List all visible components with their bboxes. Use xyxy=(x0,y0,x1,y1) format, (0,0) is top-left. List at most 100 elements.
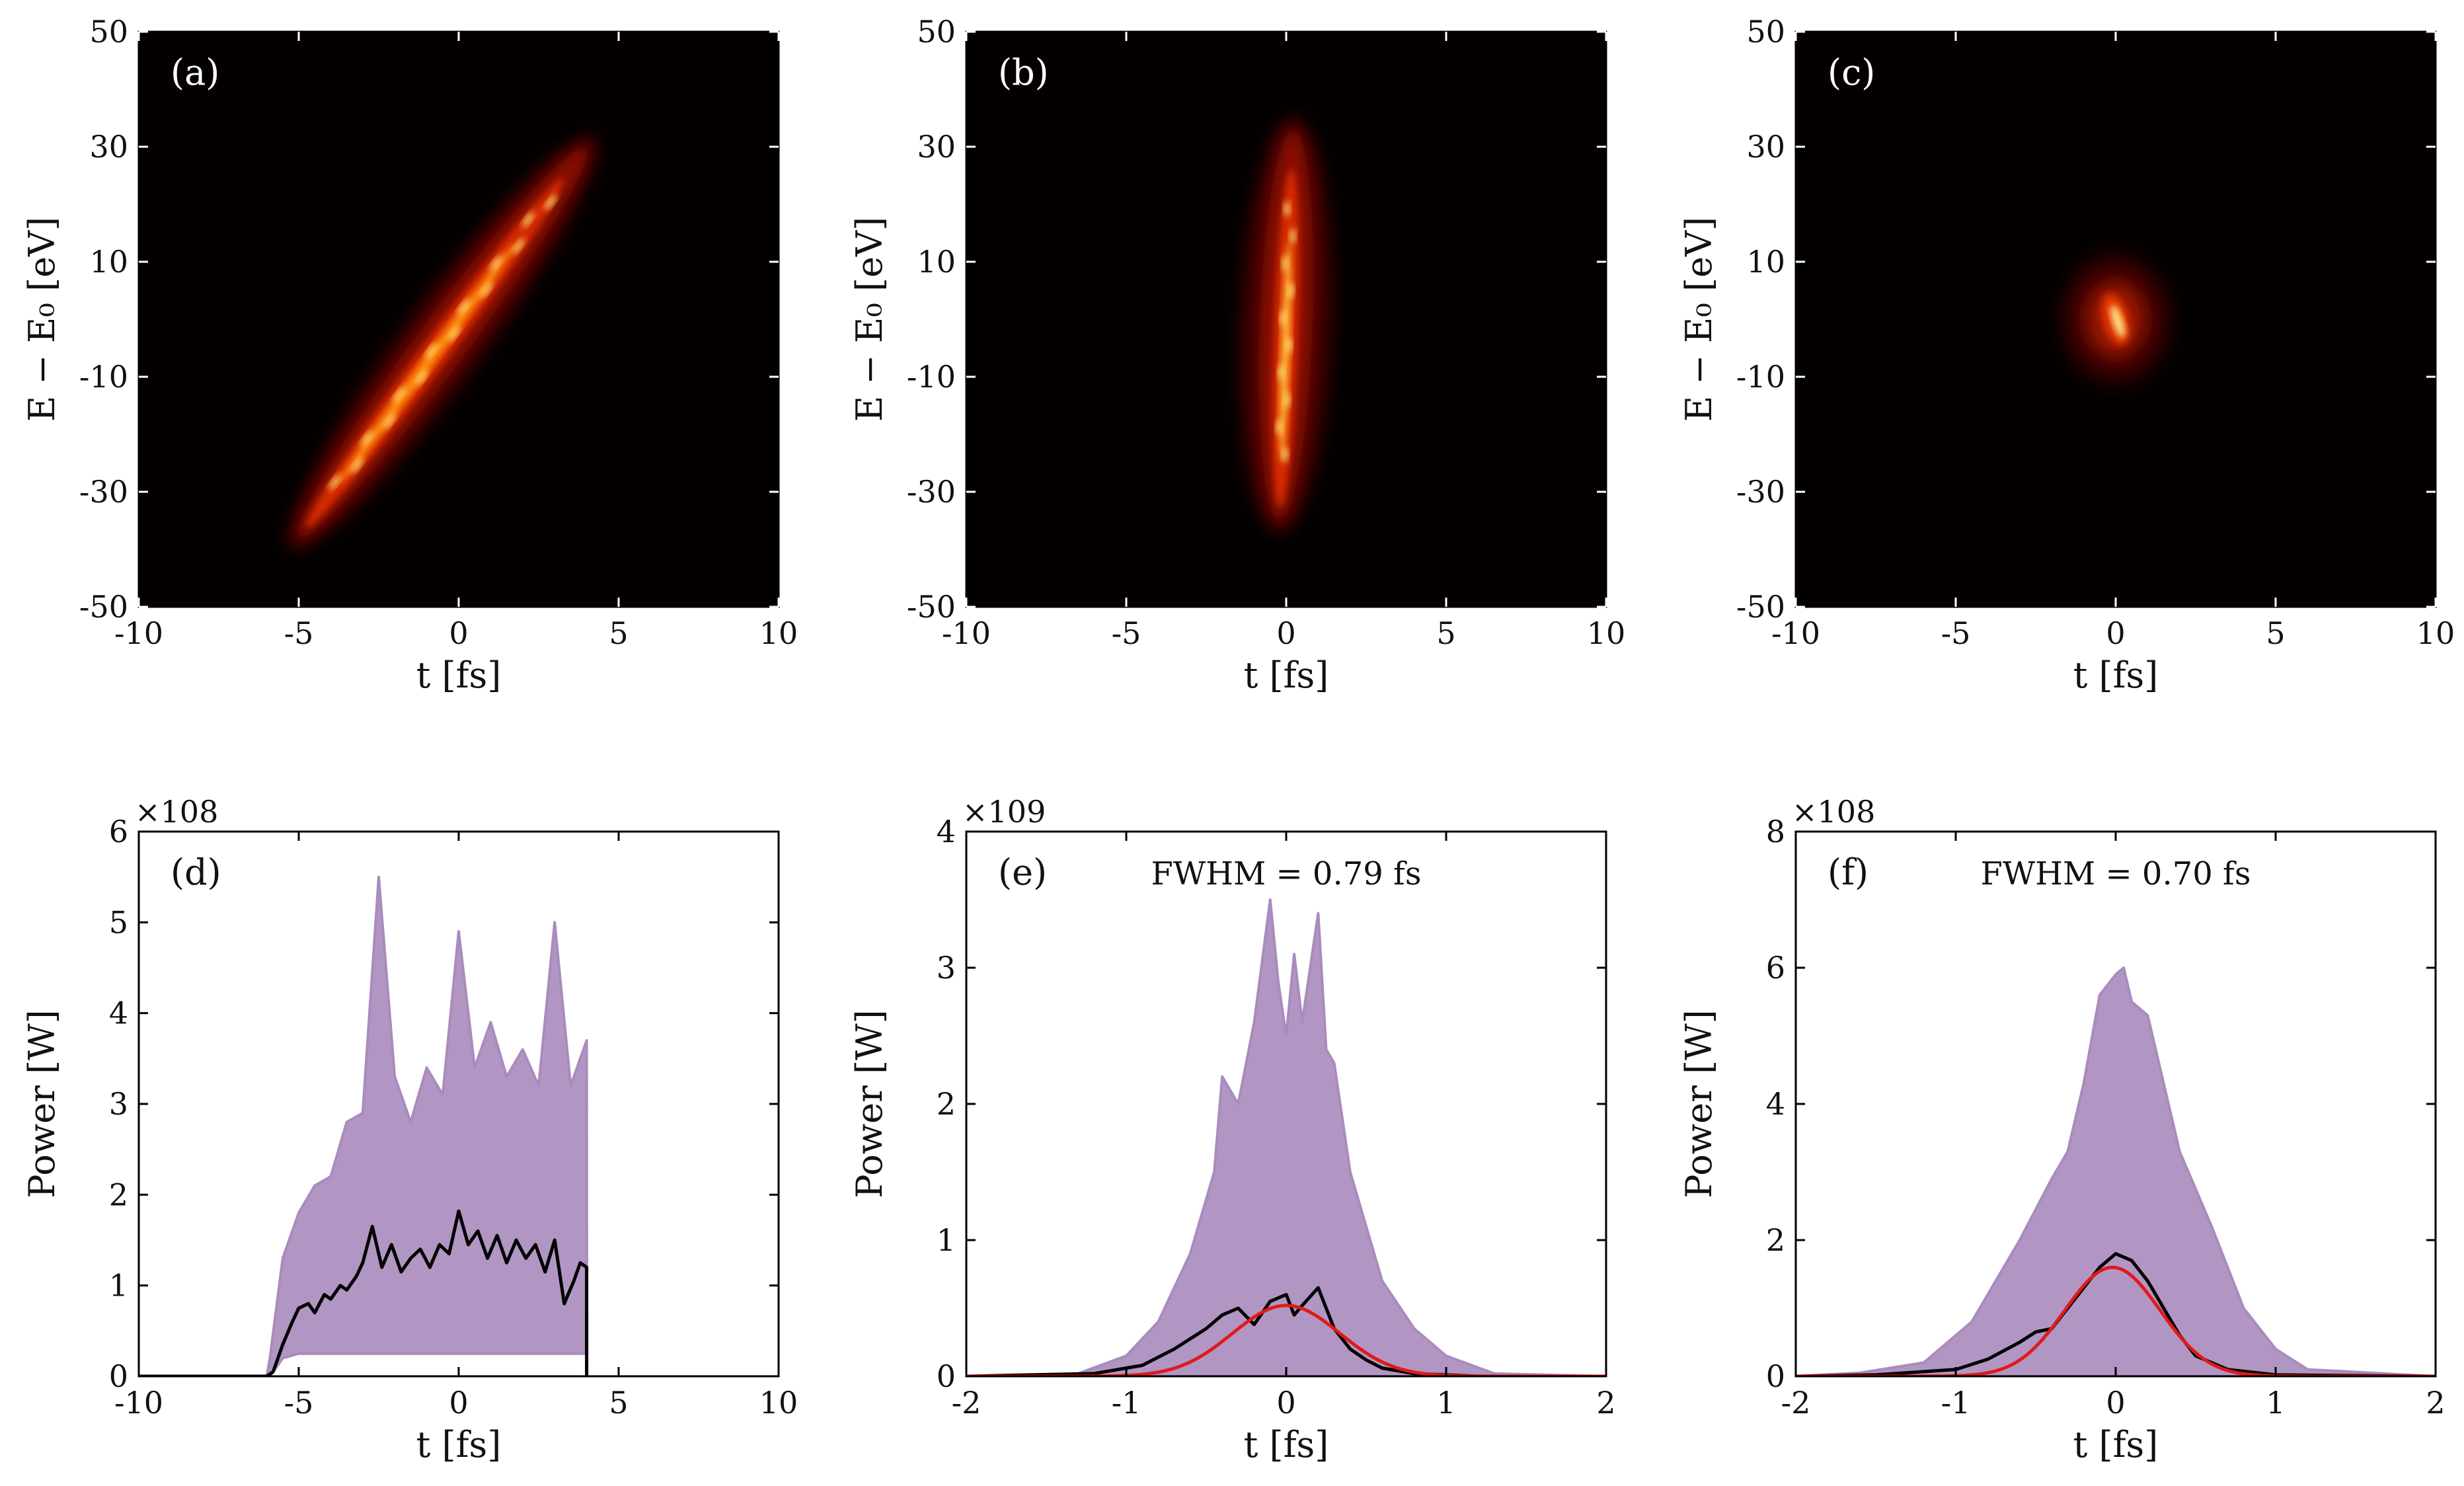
x-tick-label: -10 xyxy=(942,615,991,651)
x-tick-label: -2 xyxy=(1781,1385,1811,1421)
streak-speckle xyxy=(383,413,396,429)
y-axis-label: E − E₀ [eV] xyxy=(1678,217,1720,422)
spot-hot xyxy=(2110,305,2126,338)
x-tick-label: 1 xyxy=(1436,1385,1455,1421)
streak-speckle xyxy=(1285,337,1292,354)
y-tick-label: -30 xyxy=(79,474,128,510)
streak-speckle xyxy=(544,194,557,210)
y-tick-label: 4 xyxy=(1766,1086,1785,1122)
y-tick-label: 0 xyxy=(109,1358,128,1394)
x-tick-label: -1 xyxy=(1941,1385,1971,1421)
x-tick-label: -10 xyxy=(114,615,163,651)
x-tick-label: 0 xyxy=(1276,1385,1295,1421)
streak-speckle xyxy=(512,238,525,254)
y-tick-label: -10 xyxy=(907,359,956,395)
x-tick-label: -5 xyxy=(284,1385,314,1421)
gaussian-fit-line xyxy=(1796,1265,2436,1376)
streak-speckle xyxy=(1276,418,1283,435)
panel-label: (a) xyxy=(171,52,219,93)
y-tick-label: 4 xyxy=(109,996,128,1031)
y-tick-label: 30 xyxy=(1746,129,1785,165)
y-tick-label: 50 xyxy=(917,14,956,50)
plot-area xyxy=(139,875,589,1376)
heatmap-intensity xyxy=(1239,116,1333,534)
y-tick-label: 10 xyxy=(1746,244,1785,280)
y-tick-label: -50 xyxy=(907,589,956,625)
x-tick-label: 5 xyxy=(609,615,628,651)
streak-speckle xyxy=(1284,200,1291,217)
shots-envelope xyxy=(139,875,589,1376)
y-tick-label: 30 xyxy=(89,129,128,165)
streak-hot xyxy=(338,242,517,485)
mean-line xyxy=(1796,1252,2436,1376)
mean-line xyxy=(966,1286,1606,1376)
streak-speckle xyxy=(328,474,341,490)
x-tick-label: -5 xyxy=(1112,615,1141,651)
panel-label: (f) xyxy=(1828,851,1868,893)
x-tick-label: 5 xyxy=(1436,615,1455,651)
x-axis-label: t [fs] xyxy=(416,654,502,696)
x-tick-label: 1 xyxy=(2266,1385,2285,1421)
y-axis-label: E − E₀ [eV] xyxy=(21,217,63,422)
x-axis-label: t [fs] xyxy=(2073,654,2159,696)
y-tick-label: 5 xyxy=(109,904,128,940)
heatmap-intensity xyxy=(287,134,598,550)
streak xyxy=(1239,116,1333,534)
x-tick-label: -10 xyxy=(1771,615,1820,651)
streak-speckle xyxy=(1280,309,1287,326)
y-tick-label: 8 xyxy=(1766,814,1785,849)
x-tick-label: 5 xyxy=(2266,615,2285,651)
plot-area xyxy=(966,898,1606,1376)
x-tick-label: 0 xyxy=(449,1385,468,1421)
y-tick-label: 2 xyxy=(1766,1222,1785,1258)
streak-speckle xyxy=(1284,392,1291,409)
panel-e: -2 -1 0 1 2 0 1 2 3 4 t [fs] Power [W] (e) ×109 FWHM =… xyxy=(849,794,1616,1466)
axis-multiplier: ×109 xyxy=(962,794,1046,830)
x-axis-label: t [fs] xyxy=(2073,1424,2159,1466)
streak-speckle xyxy=(361,430,373,446)
streak-speckle xyxy=(447,326,461,342)
y-tick-label: 0 xyxy=(1766,1358,1785,1394)
y-tick-label: 50 xyxy=(89,14,128,50)
x-tick-label: 10 xyxy=(1587,615,1626,651)
panel-d: -10 -5 0 5 10 0 1 2 3 4 5 6 t [fs] Power [W] (d) ×108 xyxy=(21,794,798,1466)
streak-speckle xyxy=(1282,255,1289,272)
y-axis-label: Power [W] xyxy=(1678,1009,1720,1198)
x-tick-label: 0 xyxy=(2106,1385,2125,1421)
axis-multiplier: ×108 xyxy=(1792,794,1875,830)
y-tick-label: 6 xyxy=(109,814,128,849)
x-tick-label: 10 xyxy=(2416,615,2455,651)
x-tick-label: -1 xyxy=(1112,1385,1141,1421)
plot-area xyxy=(1796,966,2436,1376)
x-axis-label: t [fs] xyxy=(1244,654,1329,696)
streak-speckle xyxy=(351,457,364,473)
fwhm-annotation: FWHM = 0.79 fs xyxy=(1151,855,1422,892)
y-tick-label: 1 xyxy=(109,1268,128,1304)
y-tick-label: 2 xyxy=(937,1086,956,1122)
shots-envelope xyxy=(1796,966,2436,1376)
gaussian-fit-line xyxy=(966,1304,1606,1376)
streak-speckle xyxy=(480,282,492,298)
x-tick-label: -2 xyxy=(952,1385,982,1421)
y-tick-label: -50 xyxy=(79,589,128,625)
x-tick-label: -5 xyxy=(284,615,314,651)
streak xyxy=(287,134,598,550)
streak-speckle xyxy=(1289,228,1296,245)
y-axis-label: Power [W] xyxy=(849,1009,890,1198)
y-tick-label: 1 xyxy=(937,1222,956,1258)
x-tick-label: 2 xyxy=(1596,1385,1615,1421)
panel-f: -2 -1 0 1 2 0 2 4 6 8 t [fs] Power [W] (f) ×108 FWHM =… xyxy=(1678,794,2445,1466)
streak-speckle xyxy=(1278,364,1285,381)
streak-speckle xyxy=(1287,282,1294,299)
y-tick-label: 30 xyxy=(917,129,956,165)
y-axis-label: E − E₀ [eV] xyxy=(849,217,890,422)
y-tick-label: 10 xyxy=(917,244,956,280)
x-tick-label: -5 xyxy=(1941,615,1971,651)
y-tick-label: -50 xyxy=(1736,589,1785,625)
y-tick-label: -30 xyxy=(1736,474,1785,510)
y-tick-label: 6 xyxy=(1766,950,1785,986)
x-tick-label: 0 xyxy=(449,615,468,651)
